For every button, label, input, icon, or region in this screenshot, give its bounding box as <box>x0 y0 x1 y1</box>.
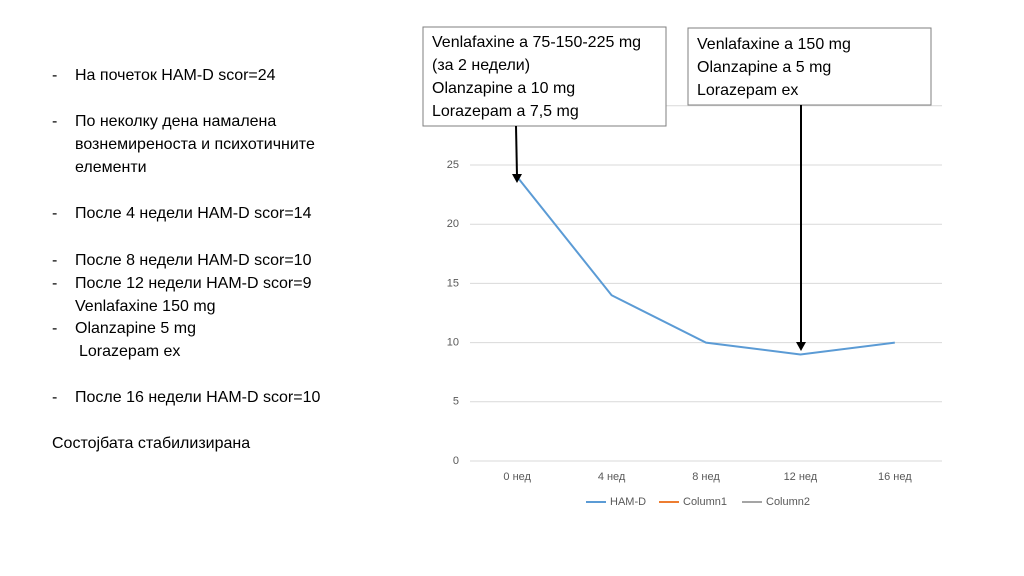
text-layer: - На почеток HAM-D scor=24 - По неколку ден… <box>52 34 851 452</box>
bullet-text: После 16 недели HAM-D scor=10 <box>75 389 320 406</box>
arrow <box>515 125 518 177</box>
arrowhead <box>512 174 522 183</box>
bullet-text: елементи <box>75 159 147 176</box>
bullet-marker: - <box>52 320 57 337</box>
y-tick-label: 25 <box>447 159 459 171</box>
x-tick-label: 8 нед <box>692 471 720 483</box>
annotation-text: Venlafaxine a 75-150-225 mg <box>432 34 641 51</box>
bullet-marker: - <box>52 252 57 269</box>
bullet-text: Venlafaxine 150 mg <box>75 298 216 315</box>
y-tick-label: 5 <box>453 396 459 408</box>
annotation-box <box>687 27 932 106</box>
legend-label: HAM-D <box>610 496 646 508</box>
bullet-text: Lorazepam ex <box>79 343 180 360</box>
x-tick-label: 4 нед <box>598 471 626 483</box>
arrowhead <box>796 342 806 351</box>
bullet-text: вознемиреноста и психотичните <box>75 136 315 153</box>
bullet-text: После 12 недели HAM-D scor=9 <box>75 275 312 292</box>
bullet-text: По неколку дена намалена <box>75 113 276 130</box>
annotation-box <box>422 26 667 127</box>
bullet-text: Olanzapine 5 mg <box>75 320 196 337</box>
annotation-text: Lorazepam a 7,5 mg <box>432 103 579 120</box>
legend-label: Column2 <box>766 496 810 508</box>
x-tick-label: 12 нед <box>784 471 818 483</box>
y-tick-label: 15 <box>447 277 459 289</box>
bullet-text: После 4 недели HAM-D scor=14 <box>75 205 312 222</box>
annotation-text: Olanzapine a 5 mg <box>697 59 831 76</box>
x-tick-label: 16 нед <box>878 471 912 483</box>
bullet-marker: - <box>52 205 57 222</box>
annotation-text: Lorazepam ex <box>697 82 798 99</box>
legend-label: Column1 <box>683 496 727 508</box>
y-tick-label: 10 <box>447 337 459 349</box>
y-tick-label: 0 <box>453 455 459 467</box>
annotation-text: Olanzapine a 10 mg <box>432 80 575 97</box>
bullet-marker: - <box>52 275 57 292</box>
bullet-marker: - <box>52 389 57 406</box>
annotation-text: Venlafaxine a 150 mg <box>697 36 851 53</box>
bullet-text: На почеток HAM-D scor=24 <box>75 67 276 84</box>
conclusion: Состојбата стабилизирана <box>52 435 250 452</box>
bullet-marker: - <box>52 67 57 84</box>
data-line <box>516 176 895 356</box>
bullet-text: После 8 недели HAM-D scor=10 <box>75 252 312 269</box>
y-tick-label: 20 <box>447 218 459 230</box>
annotation-text: (за 2 недели) <box>432 57 530 74</box>
bullet-marker: - <box>52 113 57 130</box>
x-tick-label: 0 нед <box>503 471 531 483</box>
